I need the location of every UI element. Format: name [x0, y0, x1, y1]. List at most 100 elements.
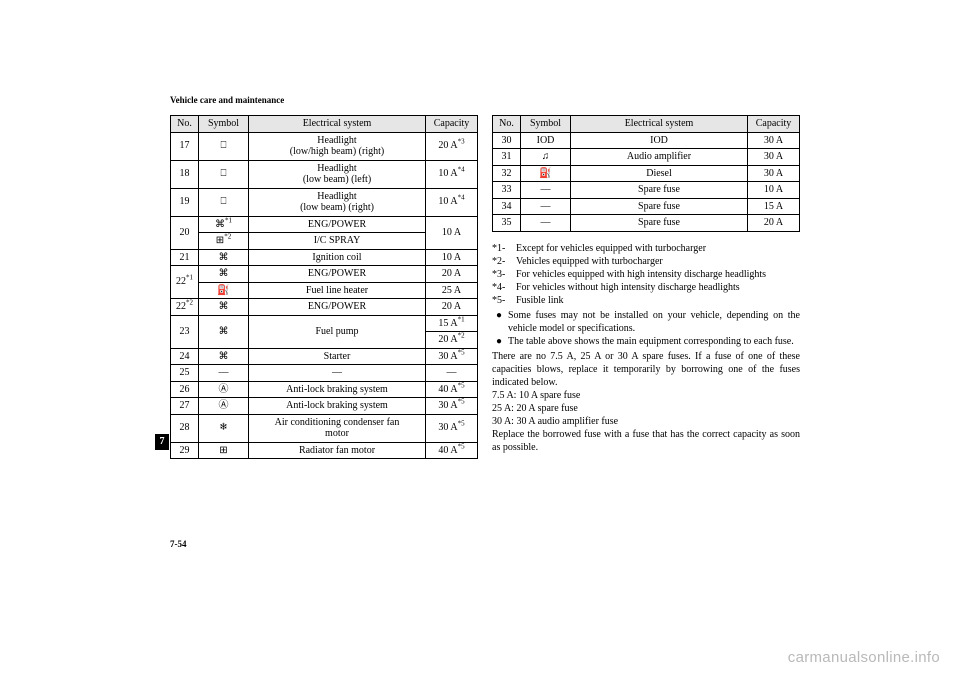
cell-no: 35 — [493, 215, 521, 232]
cell-no: 22*1 — [171, 266, 199, 299]
cell-capacity: 20 A — [426, 299, 478, 316]
th-system: Electrical system — [249, 116, 426, 133]
cell-no: 30 — [493, 132, 521, 149]
cell-system: ENG/POWER — [249, 299, 426, 316]
th-capacity: Capacity — [426, 116, 478, 133]
cell-system: Starter — [249, 348, 426, 365]
cell-capacity: 40 A*5 — [426, 442, 478, 459]
cell-capacity: 20 A — [748, 215, 800, 232]
cell-symbol: ⌘*1 — [199, 216, 249, 233]
cell-no: 23 — [171, 315, 199, 348]
section-tab: 7 — [155, 434, 169, 450]
cell-system: Fuel pump — [249, 315, 426, 348]
cell-symbol: ⛽ — [199, 282, 249, 299]
cell-no: 27 — [171, 398, 199, 415]
cell-capacity: 30 A*5 — [426, 348, 478, 365]
cell-system: Headlight(low beam) (right) — [249, 188, 426, 216]
cell-no: 29 — [171, 442, 199, 459]
cell-system: Headlight(low/high beam) (right) — [249, 132, 426, 160]
cell-symbol: — — [521, 215, 571, 232]
note-paragraph: There are no 7.5 A, 25 A or 30 A spare f… — [492, 350, 800, 389]
cell-capacity: 10 A*4 — [426, 188, 478, 216]
th-capacity: Capacity — [748, 116, 800, 133]
cell-symbol: Ⓐ — [199, 381, 249, 398]
cell-capacity: 30 A*5 — [426, 414, 478, 442]
cell-no: 26 — [171, 381, 199, 398]
th-symbol: Symbol — [199, 116, 249, 133]
cell-capacity: 15 A*1 — [426, 315, 478, 332]
cell-symbol: Ⓐ — [199, 398, 249, 415]
cell-no: 24 — [171, 348, 199, 365]
cell-symbol: ⌘ — [199, 315, 249, 348]
cell-no: 22*2 — [171, 299, 199, 316]
section-header: Vehicle care and maintenance — [170, 95, 800, 105]
cell-symbol: ❄ — [199, 414, 249, 442]
cell-capacity: 15 A — [748, 198, 800, 215]
cell-capacity: 10 A — [426, 249, 478, 266]
cell-system: — — [249, 365, 426, 382]
cell-no: 32 — [493, 165, 521, 182]
cell-symbol: ⛽ — [521, 165, 571, 182]
cell-system: Spare fuse — [571, 198, 748, 215]
cell-symbol: ⌘ — [199, 266, 249, 283]
note-paragraph: 30 A: 30 A audio amplifier fuse — [492, 415, 800, 428]
cell-system: Anti-lock braking system — [249, 398, 426, 415]
note-bullet: ●Some fuses may not be installed on your… — [496, 309, 800, 335]
cell-symbol: ⊞ — [199, 442, 249, 459]
note-bullet: ●The table above shows the main equipmen… — [496, 335, 800, 348]
cell-symbol: — — [521, 182, 571, 199]
cell-capacity: 30 A — [748, 165, 800, 182]
cell-system: ENG/POWER — [249, 216, 426, 233]
cell-system: IOD — [571, 132, 748, 149]
cell-no: 17 — [171, 132, 199, 160]
footnote-def: *2-Vehicles equipped with turbocharger — [492, 255, 800, 268]
cell-capacity: 10 A — [426, 216, 478, 249]
cell-no: 21 — [171, 249, 199, 266]
cell-symbol: — — [199, 365, 249, 382]
cell-symbol: ⌘ — [199, 299, 249, 316]
cell-symbol: ⊞*2 — [199, 233, 249, 250]
cell-symbol: ⌘ — [199, 348, 249, 365]
cell-system: Air conditioning condenser fanmotor — [249, 414, 426, 442]
cell-capacity: 30 A — [748, 132, 800, 149]
note-paragraph: 7.5 A: 10 A spare fuse — [492, 389, 800, 402]
cell-symbol: — — [521, 198, 571, 215]
page-number: 7-54 — [170, 539, 187, 549]
cell-capacity: 10 A — [748, 182, 800, 199]
footnote-def: *1-Except for vehicles equipped with tur… — [492, 242, 800, 255]
cell-symbol: ⎕ — [199, 160, 249, 188]
cell-capacity: 20 A — [426, 266, 478, 283]
cell-no: 28 — [171, 414, 199, 442]
note-paragraph: 25 A: 20 A spare fuse — [492, 402, 800, 415]
cell-capacity: — — [426, 365, 478, 382]
cell-no: 33 — [493, 182, 521, 199]
cell-system: Audio amplifier — [571, 149, 748, 166]
cell-system: Spare fuse — [571, 182, 748, 199]
cell-no: 34 — [493, 198, 521, 215]
fuse-table-right: No. Symbol Electrical system Capacity 30… — [492, 115, 800, 232]
note-paragraph: Replace the borrowed fuse with a fuse th… — [492, 428, 800, 454]
cell-no: 19 — [171, 188, 199, 216]
cell-capacity: 20 A*3 — [426, 132, 478, 160]
watermark: carmanualsonline.info — [788, 649, 940, 666]
cell-system: Radiator fan motor — [249, 442, 426, 459]
th-system: Electrical system — [571, 116, 748, 133]
cell-capacity: 10 A*4 — [426, 160, 478, 188]
notes-block: *1-Except for vehicles equipped with tur… — [492, 242, 800, 454]
cell-symbol: ⎕ — [199, 132, 249, 160]
footnote-def: *4-For vehicles without high intensity d… — [492, 281, 800, 294]
th-no: No. — [493, 116, 521, 133]
cell-capacity: 25 A — [426, 282, 478, 299]
footnote-def: *3-For vehicles equipped with high inten… — [492, 268, 800, 281]
cell-system: I/C SPRAY — [249, 233, 426, 250]
cell-capacity: 30 A — [748, 149, 800, 166]
cell-symbol: ⌘ — [199, 249, 249, 266]
cell-no: 18 — [171, 160, 199, 188]
cell-system: Headlight(low beam) (left) — [249, 160, 426, 188]
cell-symbol: ⎕ — [199, 188, 249, 216]
cell-no: 25 — [171, 365, 199, 382]
th-no: No. — [171, 116, 199, 133]
th-symbol: Symbol — [521, 116, 571, 133]
cell-system: Fuel line heater — [249, 282, 426, 299]
footnote-def: *5-Fusible link — [492, 294, 800, 307]
